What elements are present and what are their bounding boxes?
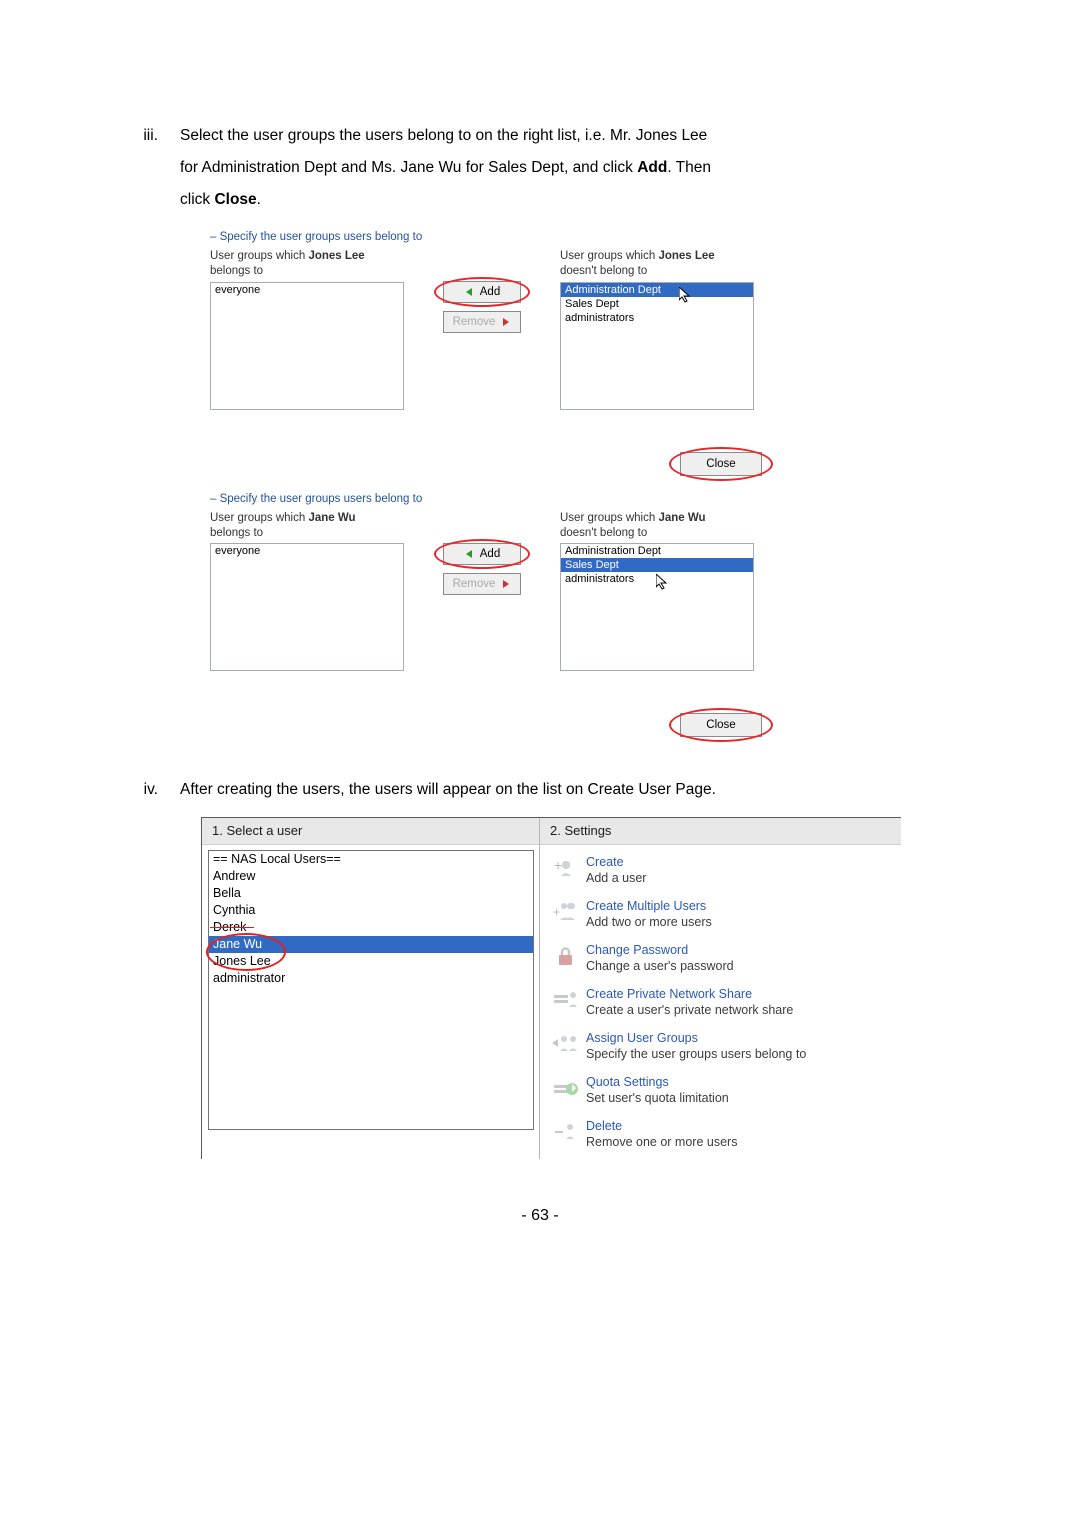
assign-group-icon — [548, 1030, 582, 1058]
create-user-icon: + — [548, 854, 582, 882]
right-listbox[interactable]: Administration Dept Sales Dept administr… — [560, 543, 754, 671]
left-label: User groups which Jane Wu belongs to — [210, 511, 404, 541]
right-label: User groups which Jones Lee doesn't belo… — [560, 249, 754, 279]
step-iii: iii. Select the user groups the users be… — [125, 120, 955, 217]
delete-user-icon — [548, 1118, 582, 1146]
remove-icon — [501, 317, 511, 327]
page-number: - 63 - — [125, 1207, 955, 1225]
groups-dialog-jones: – Specify the user groups users belong t… — [201, 227, 777, 483]
quota-icon — [548, 1074, 582, 1102]
lock-icon — [548, 942, 582, 970]
network-share-icon — [548, 986, 582, 1014]
list-item[interactable]: everyone — [211, 544, 403, 558]
settings-header: 2. Settings — [540, 818, 901, 845]
step-numeral: iv. — [125, 774, 180, 806]
setting-create[interactable]: + CreateAdd a user — [548, 851, 897, 895]
setting-title: Quota Settings — [586, 1074, 729, 1090]
setting-sub: Add a user — [586, 870, 646, 886]
step-body: Select the user groups the users belong … — [180, 120, 935, 217]
remove-button[interactable]: Remove — [443, 311, 521, 333]
list-item[interactable]: Administration Dept — [561, 283, 753, 297]
setting-title: Delete — [586, 1118, 737, 1134]
list-item[interactable]: Sales Dept — [561, 297, 753, 311]
setting-sub: Set user's quota limitation — [586, 1090, 729, 1106]
setting-sub: Remove one or more users — [586, 1134, 737, 1150]
list-item[interactable]: Sales Dept — [561, 558, 753, 572]
setting-create-multiple[interactable]: + Create Multiple UsersAdd two or more u… — [548, 895, 897, 939]
add-icon — [464, 287, 474, 297]
select-user-header: 1. Select a user — [202, 818, 539, 845]
setting-title: Change Password — [586, 942, 734, 958]
dialog-title: – Specify the user groups users belong t… — [202, 490, 776, 511]
list-item[interactable]: Bella — [209, 885, 533, 902]
setting-delete[interactable]: DeleteRemove one or more users — [548, 1115, 897, 1159]
add-button[interactable]: Add — [443, 281, 521, 303]
strike-line — [210, 927, 254, 928]
setting-change-password[interactable]: Change PasswordChange a user's password — [548, 939, 897, 983]
setting-sub: Change a user's password — [586, 958, 734, 974]
step-numeral: iii. — [125, 120, 180, 152]
setting-sub: Create a user's private network share — [586, 1002, 793, 1018]
add-button[interactable]: Add — [443, 543, 521, 565]
cursor-icon — [679, 287, 693, 303]
add-icon — [464, 549, 474, 559]
list-item[interactable]: administrators — [561, 311, 753, 325]
remove-icon — [501, 579, 511, 589]
right-listbox[interactable]: Administration Dept Sales Dept administr… — [560, 282, 754, 410]
svg-text:+: + — [553, 905, 560, 919]
user-listbox[interactable]: == NAS Local Users== Andrew Bella Cynthi… — [208, 850, 534, 1130]
create-multiple-icon: + — [548, 898, 582, 926]
groups-dialog-jane: – Specify the user groups users belong t… — [201, 489, 777, 745]
cursor-icon — [656, 574, 670, 590]
setting-title: Create Private Network Share — [586, 986, 793, 1002]
close-button[interactable]: Close — [680, 713, 762, 737]
setting-assign-groups[interactable]: Assign User GroupsSpecify the user group… — [548, 1027, 897, 1071]
setting-quota[interactable]: Quota SettingsSet user's quota limitatio… — [548, 1071, 897, 1115]
list-item[interactable]: Cynthia — [209, 902, 533, 919]
step-body: After creating the users, the users will… — [180, 774, 935, 806]
left-listbox[interactable]: everyone — [210, 282, 404, 410]
remove-button[interactable]: Remove — [443, 573, 521, 595]
list-item[interactable]: administrator — [209, 970, 533, 987]
setting-title: Assign User Groups — [586, 1030, 806, 1046]
setting-sub: Add two or more users — [586, 914, 712, 930]
setting-private-share[interactable]: Create Private Network ShareCreate a use… — [548, 983, 897, 1027]
list-item[interactable]: Andrew — [209, 868, 533, 885]
left-label: User groups which Jones Lee belongs to — [210, 249, 404, 279]
right-label: User groups which Jane Wu doesn't belong… — [560, 511, 754, 541]
settings-list: + CreateAdd a user + Create Multiple Use… — [540, 845, 901, 1159]
svg-text:+: + — [554, 857, 562, 873]
step-iv: iv.After creating the users, the users w… — [125, 774, 955, 806]
setting-sub: Specify the user groups users belong to — [586, 1046, 806, 1062]
highlight-ring — [206, 933, 286, 971]
setting-title: Create Multiple Users — [586, 898, 712, 914]
left-listbox[interactable]: everyone — [210, 543, 404, 671]
close-button[interactable]: Close — [680, 452, 762, 476]
list-item[interactable]: Administration Dept — [561, 544, 753, 558]
dialog-title: – Specify the user groups users belong t… — [202, 228, 776, 249]
list-item[interactable]: everyone — [211, 283, 403, 297]
setting-title: Create — [586, 854, 646, 870]
create-user-page: 1. Select a user == NAS Local Users== An… — [201, 817, 901, 1159]
list-item[interactable]: == NAS Local Users== — [209, 851, 533, 868]
